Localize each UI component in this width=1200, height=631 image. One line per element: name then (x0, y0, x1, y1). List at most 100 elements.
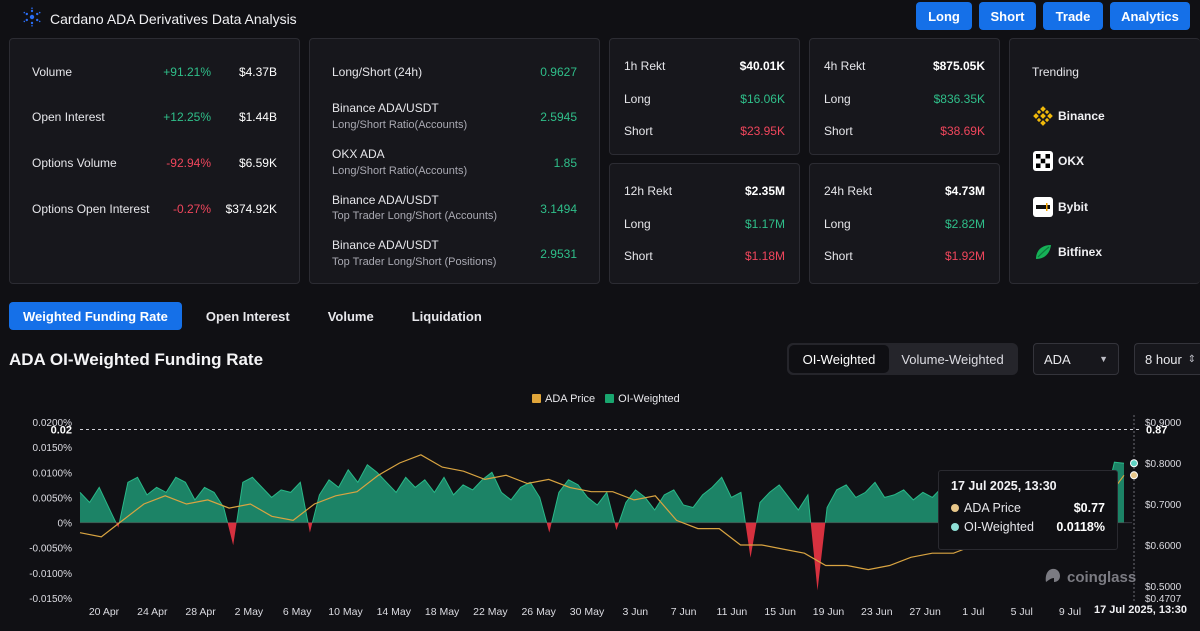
coinglass-logo-icon (1043, 566, 1063, 588)
y-right-tick-label: $0.8000 (1145, 459, 1182, 470)
trending-name: Binance (1058, 109, 1105, 123)
ratio-label: Long/Short (24h) (332, 65, 423, 79)
tab-volume[interactable]: Volume (327, 308, 374, 324)
x-tick-label: 23 Jun (861, 606, 893, 618)
top-bar: Cardano ADA Derivatives Data Analysis Lo… (0, 0, 1200, 34)
ratio-value: 2.5945 (540, 110, 577, 124)
rekt-short-value: $38.69K (940, 124, 985, 138)
trending-name: OKX (1058, 154, 1085, 168)
x-tick-label: 11 Jun (717, 606, 748, 618)
rekt-total: $40.01K (739, 59, 785, 73)
x-tick-label: 15 Jun (764, 606, 796, 618)
y-right-tick-label: $0.9000 (1145, 418, 1182, 429)
stat-change: +12.25% (163, 110, 211, 124)
y-right-tick-label: $0.5000 (1145, 582, 1182, 593)
analytics-button[interactable]: Analytics (1110, 2, 1190, 30)
rekt-card-12h: 12h Rekt $2.35M Long $1.17M Short $1.18M (609, 163, 800, 284)
chart-tabs: Weighted Funding Rate Open Interest Volu… (9, 302, 506, 330)
updown-chevron-icon: ⇕ (1187, 353, 1196, 365)
legend-label: OI-Weighted (618, 393, 680, 405)
price-dot (951, 504, 959, 512)
chart-legend: ADA Price OI-Weighted (532, 393, 680, 405)
x-axis-highlight: 17 Jul 2025, 13:30 (1090, 603, 1191, 617)
x-tick-label: 19 Jun (813, 606, 845, 618)
cardano-logo-icon (22, 7, 42, 30)
tab-open-interest[interactable]: Open Interest (205, 308, 290, 324)
rekt-short-label: Short (624, 124, 653, 138)
y-left-tick-label: 0.0050% (33, 493, 73, 504)
ratio-value: 3.1494 (540, 202, 577, 216)
ratio-label: Binance ADA/USDT (332, 238, 439, 252)
tab-weighted-funding-rate[interactable]: Weighted Funding Rate (9, 302, 182, 330)
volume-weighted-option[interactable]: Volume-Weighted (901, 351, 1004, 367)
rekt-short-label: Short (824, 249, 853, 263)
tooltip-date: 17 Jul 2025, 13:30 (951, 479, 1057, 493)
stat-change: +91.21% (163, 65, 211, 79)
trending-item-binance[interactable]: Binance (1032, 105, 1105, 127)
short-button[interactable]: Short (979, 2, 1036, 30)
funding-rate-chart[interactable]: 0.0200% 0.0150% 0.0100% 0.0050% 0% -0.0050% -0… (0, 385, 1200, 631)
chart-title: ADA OI-Weighted Funding Rate (9, 350, 264, 369)
y-left-tick-label: -0.0050% (29, 544, 72, 555)
stat-label: Open Interest (32, 110, 105, 124)
oi-marker (1130, 459, 1138, 468)
x-tick-label: 2 May (235, 606, 264, 618)
long-short-ratios-card: Long/Short (24h) 0.9627 Binance ADA/USDT… (309, 38, 600, 284)
rekt-total: $4.73M (944, 184, 985, 198)
legend-label: ADA Price (545, 393, 596, 405)
app-title: Cardano ADA Derivatives Data Analysis (50, 10, 297, 27)
x-tick-label: 18 May (425, 606, 460, 618)
rekt-long-label: Long (624, 92, 651, 106)
x-tick-label: 26 May (521, 606, 556, 618)
stat-change: -92.94% (166, 156, 211, 170)
interval-select[interactable]: 8 hour ⇕ (1134, 343, 1200, 375)
oi-weighted-option[interactable]: OI-Weighted (789, 345, 889, 373)
ratio-label: Binance ADA/USDT (332, 101, 439, 115)
symbol-select[interactable]: ADA ▼ (1033, 343, 1119, 375)
top-buttons: Long Short Trade Analytics (916, 2, 1190, 30)
interval-select-value: 8 hour (1145, 351, 1182, 367)
stat-value: $6.59K (238, 156, 277, 170)
chart-svg: 0.0200% 0.0150% 0.0100% 0.0050% 0% -0.0050% -0… (29, 415, 1182, 618)
x-tick-label: 22 May (473, 606, 508, 618)
x-tick-label: 27 Jun (909, 606, 941, 618)
rekt-title: 24h Rekt (824, 184, 873, 198)
trade-button[interactable]: Trade (1043, 2, 1103, 30)
long-button[interactable]: Long (916, 2, 972, 30)
rekt-long-value: $836.35K (933, 92, 985, 106)
symbol-select-value: ADA (1044, 351, 1071, 367)
ratio-sublabel: Long/Short Ratio(Accounts) (332, 119, 468, 131)
tooltip-price-row: ADA Price $0.77 (951, 501, 1105, 515)
bybit-icon (1032, 196, 1054, 218)
rekt-title: 12h Rekt (624, 184, 673, 198)
legend-ada-price[interactable]: ADA Price (532, 393, 595, 405)
tooltip-oi-label: OI-Weighted (964, 520, 1034, 534)
oi-dot (951, 523, 959, 531)
legend-swatch (605, 394, 615, 403)
stat-label: Options Open Interest (32, 202, 150, 216)
caret-down-icon: ▼ (1099, 354, 1108, 364)
legend-oi-weighted[interactable]: OI-Weighted (605, 393, 680, 405)
rekt-short-value: $1.92M (944, 249, 985, 263)
ratio-value: 1.85 (553, 156, 577, 170)
rekt-long-label: Long (824, 217, 851, 231)
tab-liquidation[interactable]: Liquidation (411, 308, 482, 324)
trending-item-okx[interactable]: OKX (1032, 150, 1084, 172)
ratio-sublabel: Top Trader Long/Short (Positions) (332, 256, 497, 268)
x-tick-label: 9 Jul (1059, 606, 1081, 618)
trending-item-bitfinex[interactable]: Bitfinex (1032, 241, 1102, 263)
rekt-card-1h: 1h Rekt $40.01K Long $16.06K Short $23.9… (609, 38, 800, 155)
stat-change: -0.27% (172, 202, 211, 216)
rekt-total: $875.05K (932, 59, 985, 73)
x-tick-label: 3 Jun (622, 606, 648, 618)
rekt-short-value: $23.95K (740, 124, 785, 138)
rekt-title: 4h Rekt (824, 59, 866, 73)
y-left-tick-label: 0.0100% (33, 468, 73, 479)
stat-label: Volume (32, 65, 73, 79)
trending-name: Bybit (1058, 200, 1088, 214)
trending-item-bybit[interactable]: Bybit (1032, 196, 1088, 218)
rekt-card-4h: 4h Rekt $875.05K Long $836.35K Short $38… (809, 38, 1000, 155)
ratio-sublabel: Top Trader Long/Short (Accounts) (332, 210, 498, 222)
rekt-short-value: $1.18M (744, 249, 785, 263)
rekt-long-label: Long (624, 217, 651, 231)
